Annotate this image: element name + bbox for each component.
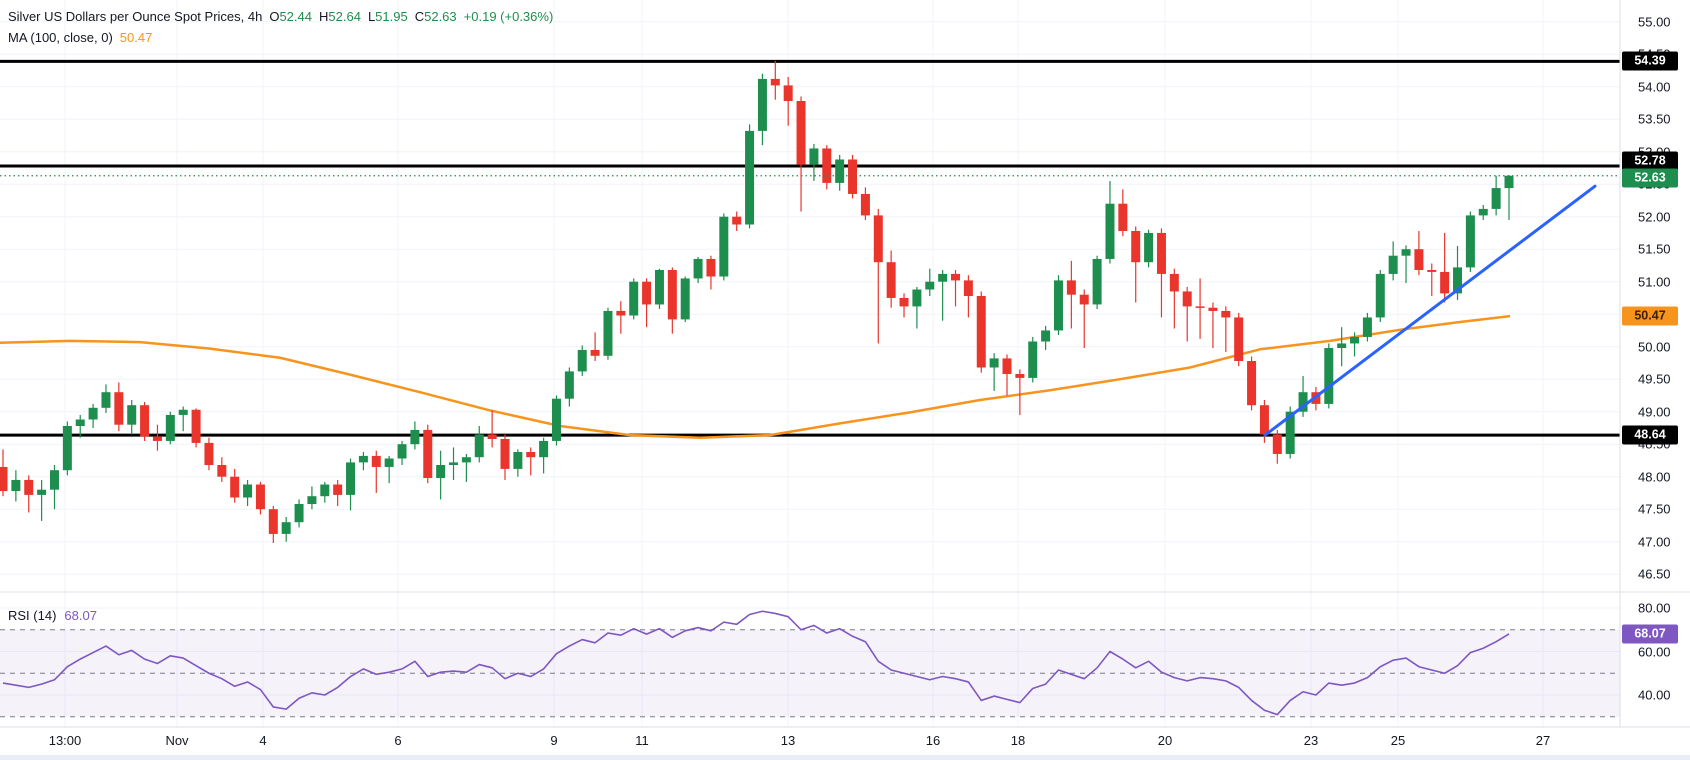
time-tick: 13	[780, 733, 796, 748]
rsi-tick: 80.00	[1638, 600, 1671, 616]
ma-value-badge: 50.47	[1622, 306, 1678, 326]
rsi-band	[0, 629, 1620, 718]
rsi-value-badge: 68.07	[1622, 624, 1678, 644]
symbol-legend-row[interactable]: Silver US Dollars per Ounce Spot Prices,…	[8, 6, 553, 27]
ohlc-open: O52.44	[269, 9, 312, 24]
price-tick: 51.00	[1638, 274, 1671, 290]
last-price-badge: 52.63	[1622, 168, 1678, 188]
level-badge: 48.64	[1622, 425, 1678, 445]
ma-legend-row[interactable]: MA (100, close, 0) 50.47	[8, 27, 553, 48]
ma-label: MA (100, close, 0)	[8, 30, 113, 45]
price-change: +0.19 (+0.36%)	[463, 9, 554, 24]
price-tick: 51.50	[1638, 241, 1671, 257]
time-tick: 16	[925, 733, 941, 748]
rsi-label: RSI (14)	[8, 608, 57, 623]
time-tick: 4	[259, 733, 267, 748]
rsi-tick: 40.00	[1638, 687, 1671, 703]
time-tick: 13:00	[48, 733, 82, 748]
symbol-title: Silver US Dollars per Ounce Spot Prices,…	[8, 9, 263, 24]
grid-layer	[0, 0, 1620, 727]
time-tick: 6	[394, 733, 402, 748]
level-lines	[0, 59, 1620, 437]
price-tick: 49.00	[1638, 404, 1671, 420]
time-tick: 27	[1535, 733, 1551, 748]
price-tick: 46.50	[1638, 566, 1671, 582]
price-tick: 53.50	[1638, 111, 1671, 127]
time-tick: 11	[635, 733, 649, 748]
ohlc-low: L51.95	[367, 9, 408, 24]
price-tick: 48.00	[1638, 469, 1671, 485]
time-tick: 20	[1157, 733, 1173, 748]
price-tick: 47.50	[1638, 501, 1671, 517]
time-tick: 25	[1390, 733, 1406, 748]
ma-value: 50.47	[119, 30, 153, 45]
rsi-line[interactable]	[2, 610, 1510, 716]
rsi-tick: 60.00	[1638, 644, 1671, 659]
price-tick: 55.00	[1638, 14, 1671, 30]
bottom-strip	[0, 755, 1690, 760]
trendline-drawing[interactable]	[1263, 184, 1597, 437]
level-badge: 52.78	[1622, 151, 1678, 171]
level-badge: 54.39	[1622, 51, 1678, 71]
time-tick: Nov	[165, 733, 189, 748]
rsi-value: 68.07	[64, 608, 97, 623]
time-tick: 9	[550, 733, 558, 748]
price-tick: 50.00	[1638, 339, 1671, 355]
chart-legend: Silver US Dollars per Ounce Spot Prices,…	[8, 6, 553, 48]
pane-borders	[0, 0, 1690, 728]
rsi-legend-row[interactable]: RSI (14) 68.07	[8, 608, 97, 623]
ohlc-close: C52.63	[414, 9, 457, 24]
time-tick: 18	[1010, 733, 1026, 748]
ma-100-line[interactable]	[0, 314, 1511, 439]
ohlc-high: H52.64	[319, 9, 361, 24]
price-tick: 47.00	[1638, 534, 1671, 550]
price-tick: 49.50	[1638, 371, 1671, 387]
candles-layer	[0, 60, 1514, 543]
price-tick: 54.00	[1638, 79, 1671, 95]
time-tick: 23	[1303, 733, 1319, 748]
price-tick: 52.00	[1638, 209, 1671, 225]
